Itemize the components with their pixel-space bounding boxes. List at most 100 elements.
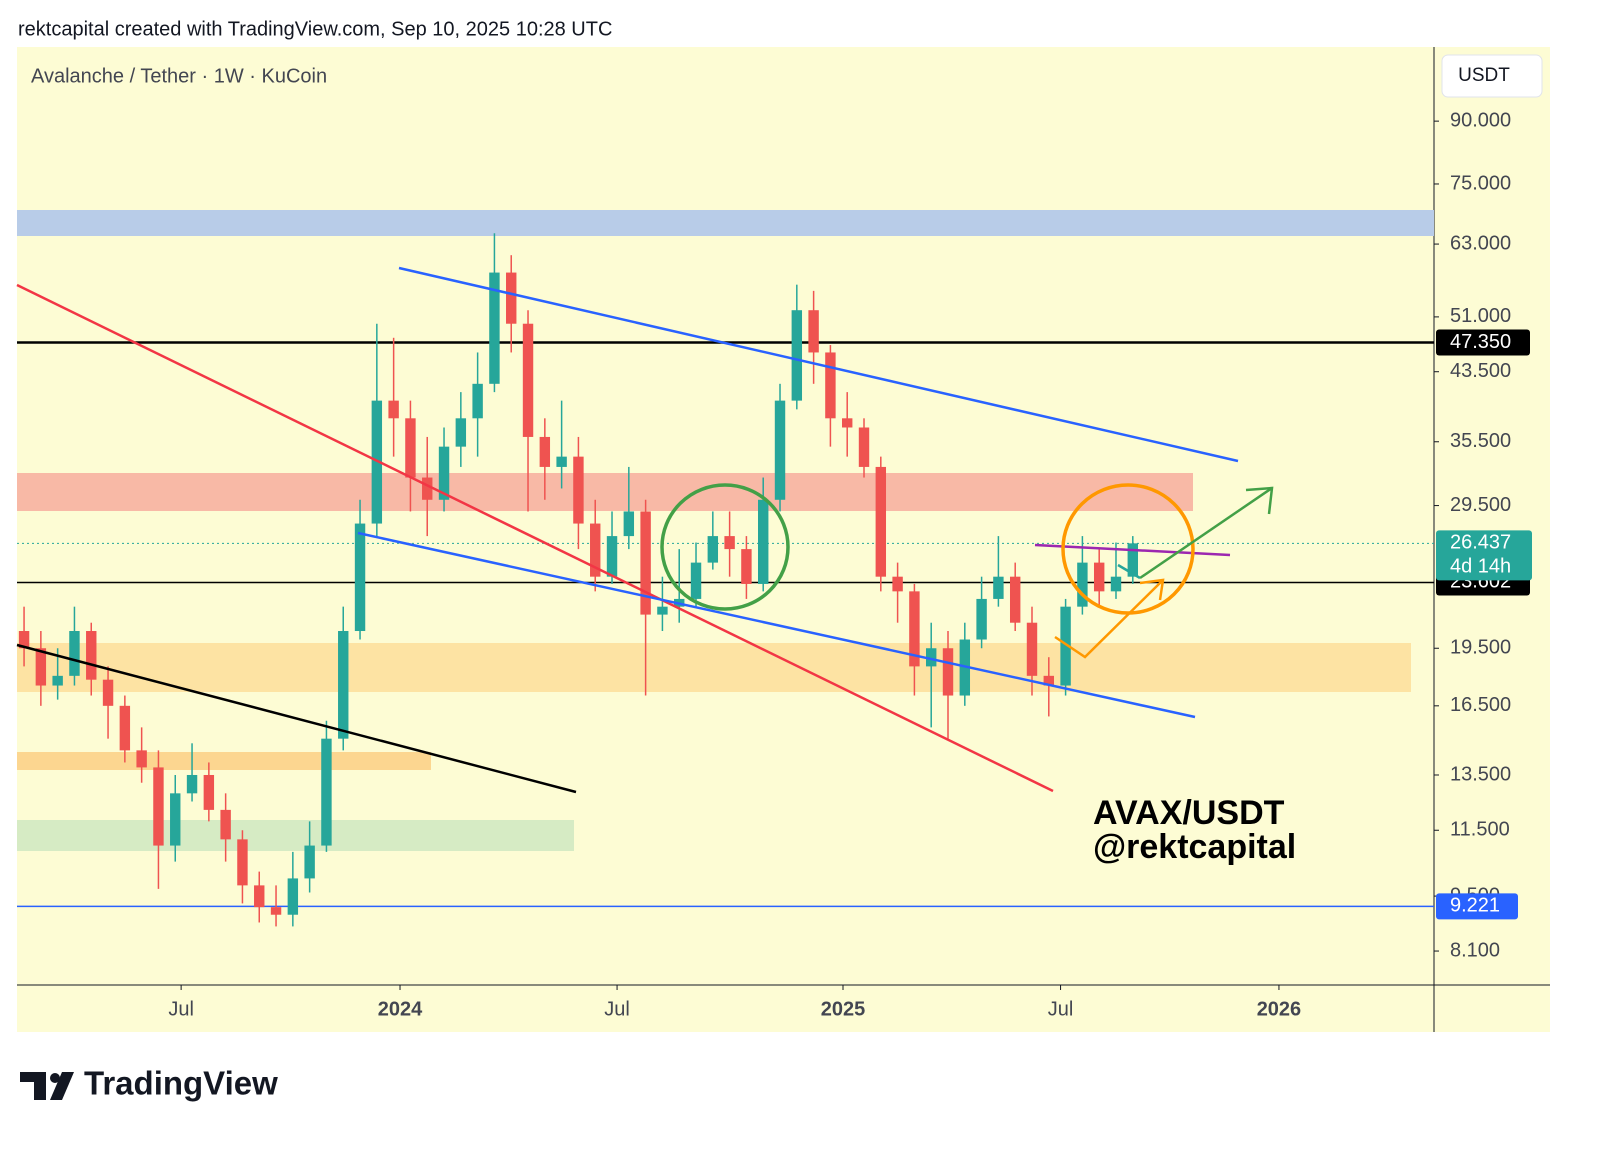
- y-tick-label: 63.000: [1450, 232, 1511, 254]
- candle-body: [556, 456, 567, 467]
- candle-body: [774, 400, 786, 500]
- candle-body: [640, 511, 651, 615]
- x-tick-label: 2025: [821, 998, 866, 1020]
- y-tick-label: 19.500: [1450, 637, 1511, 659]
- candle-body: [119, 705, 131, 751]
- currency-label[interactable]: USDT: [1458, 65, 1510, 86]
- candle-body: [590, 523, 601, 577]
- candle-body: [472, 383, 483, 419]
- candle-body: [405, 418, 416, 478]
- logo-text: TradingView: [84, 1065, 278, 1102]
- header: rektcapital created with TradingView.com…: [18, 18, 612, 40]
- candle-body: [35, 648, 47, 686]
- candle-body: [1060, 606, 1071, 686]
- price-label: 47.350: [1450, 331, 1511, 353]
- candle-body: [925, 648, 937, 667]
- y-tick-label: 75.000: [1450, 172, 1511, 194]
- candle-body: [1110, 576, 1122, 592]
- arrow: [1139, 486, 1273, 580]
- candle-body: [203, 774, 215, 810]
- trend-line: [357, 531, 1196, 719]
- price-label: 26.437: [1450, 532, 1511, 554]
- price-label-bg: [1436, 530, 1532, 581]
- candle-body: [489, 272, 500, 384]
- candle-body: [808, 310, 819, 353]
- candle-body: [52, 675, 63, 686]
- candle-body: [1127, 543, 1139, 577]
- annotation: AVAX/USDT: [1093, 794, 1285, 832]
- candle-body: [875, 466, 887, 577]
- candle-body: [354, 523, 366, 632]
- candle-body: [741, 549, 752, 584]
- x-tick-label: Jul: [168, 998, 194, 1020]
- trend-line: [16, 283, 1054, 793]
- candle-body: [18, 631, 30, 649]
- candle-body: [707, 536, 719, 563]
- logo-icon: [50, 1073, 60, 1083]
- candle-body: [1026, 622, 1038, 676]
- candle-body: [220, 809, 231, 840]
- x-tick-label: Jul: [1048, 998, 1074, 1020]
- y-tick-label: 8.100: [1450, 939, 1500, 961]
- logo-icon: [50, 1072, 74, 1100]
- price-label-bg: [1436, 329, 1530, 356]
- candle-body: [976, 598, 987, 640]
- candle-body: [338, 631, 349, 739]
- candle-body: [237, 839, 248, 886]
- candle-body: [1009, 576, 1021, 623]
- candle-body: [825, 352, 836, 419]
- candle-body: [942, 648, 954, 696]
- candle-body: [102, 679, 114, 706]
- candle-body: [506, 272, 517, 324]
- candle-body: [909, 591, 920, 667]
- candle-body: [606, 536, 618, 577]
- trend-line: [16, 643, 577, 794]
- candle-body: [270, 907, 282, 915]
- logo: TradingView: [20, 1065, 278, 1102]
- candle-body: [842, 418, 853, 428]
- arrow: [1054, 579, 1164, 659]
- candle-body: [422, 477, 433, 500]
- candle-body: [522, 323, 534, 437]
- y-tick-label: 16.500: [1450, 694, 1511, 716]
- candle-body: [153, 767, 164, 846]
- candle-body: [1077, 562, 1088, 607]
- candle-body: [657, 606, 668, 615]
- y-tick-label: 43.500: [1450, 360, 1511, 382]
- candle-body: [86, 631, 97, 680]
- symbol-title: Avalanche / Tether · 1W · KuCoin: [31, 65, 327, 87]
- candle-body: [254, 885, 265, 908]
- time-axis: [17, 985, 1434, 1032]
- zone: [17, 210, 1434, 236]
- candle-body: [758, 499, 769, 584]
- countdown-label: 4d 14h: [1450, 556, 1511, 578]
- candle-body: [623, 511, 635, 537]
- zone: [17, 820, 574, 851]
- arrow: [1117, 563, 1141, 580]
- price-label: 9.221: [1450, 895, 1500, 917]
- currency-button[interactable]: [1441, 54, 1543, 98]
- candle-body: [321, 738, 332, 846]
- candle-body: [438, 446, 450, 500]
- trend-line: [398, 266, 1239, 463]
- price-label-bg: [1436, 893, 1518, 920]
- candle-body: [573, 456, 584, 524]
- y-tick-label: 11.500: [1450, 819, 1510, 841]
- candle-body: [455, 418, 467, 447]
- candle-body: [690, 562, 702, 599]
- y-tick-label: 35.500: [1450, 430, 1511, 452]
- candle-body: [892, 576, 903, 592]
- x-tick-label: 2026: [1257, 998, 1302, 1020]
- arrow-head: [1245, 486, 1274, 515]
- annotation: @rektcapital: [1093, 828, 1296, 866]
- x-tick-label: 2024: [378, 998, 423, 1020]
- drawings: [16, 266, 1274, 794]
- candle-body: [170, 793, 181, 846]
- candle-body: [858, 427, 870, 467]
- candle-body: [136, 750, 147, 768]
- candle-body: [539, 436, 551, 467]
- candle-body: [1043, 675, 1055, 686]
- trend-line: [1034, 543, 1231, 557]
- zone: [17, 473, 1193, 511]
